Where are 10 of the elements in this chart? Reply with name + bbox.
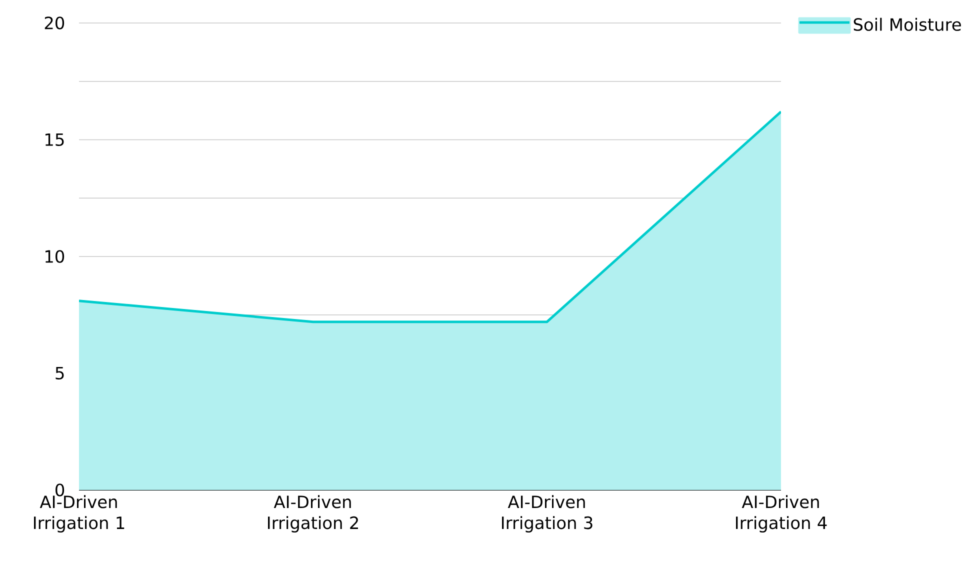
x-tick-label: AI-Driven Irrigation 4 <box>736 495 827 532</box>
y-tick-label: 0 <box>56 484 64 496</box>
y-tick-label: 5 <box>56 366 64 380</box>
x-tick-label: AI-Driven Irrigation 1 <box>34 495 124 532</box>
y-tick-label: 20 <box>44 16 64 30</box>
y-tick-label: 10 <box>46 250 64 263</box>
legend-label: Soil Moisture <box>854 18 961 31</box>
x-tick-label: AI-Driven Irrigation 3 <box>502 495 592 532</box>
y-tick-label: 15 <box>46 133 64 146</box>
x-tick-label: AI-Driven Irrigation 2 <box>268 495 358 532</box>
